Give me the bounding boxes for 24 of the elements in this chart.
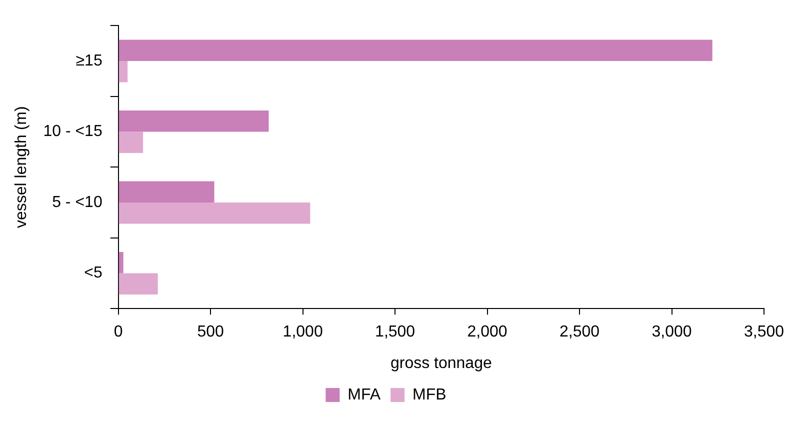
y-tick-label: 10 - <15 [43,123,102,140]
x-tick-label: 500 [197,324,224,341]
y-axis-title: vessel length (m) [13,106,30,228]
y-tick-label: <5 [84,264,102,282]
x-tick-label: 2,000 [467,324,508,341]
x-tick-label: 3,500 [744,324,784,341]
bar [118,273,158,294]
bar [118,202,310,224]
legend-label: MFB [412,386,446,404]
x-tick-label: 1,000 [282,324,323,341]
y-tick-label: 5 - <10 [52,194,102,211]
bar [118,252,124,274]
bar [118,181,214,202]
y-tick-label: ≥15 [76,52,102,70]
x-tick-label: 0 [114,324,123,341]
bar [118,60,128,82]
bar [118,40,712,61]
x-tick-label: 1,500 [375,324,416,341]
x-tick-label: 3,000 [652,324,692,341]
bar [118,110,269,132]
legend-label: MFA [348,386,381,404]
bar [118,132,144,153]
x-axis-title: gross tonnage [390,354,492,372]
x-tick-label: 2,500 [560,324,600,341]
